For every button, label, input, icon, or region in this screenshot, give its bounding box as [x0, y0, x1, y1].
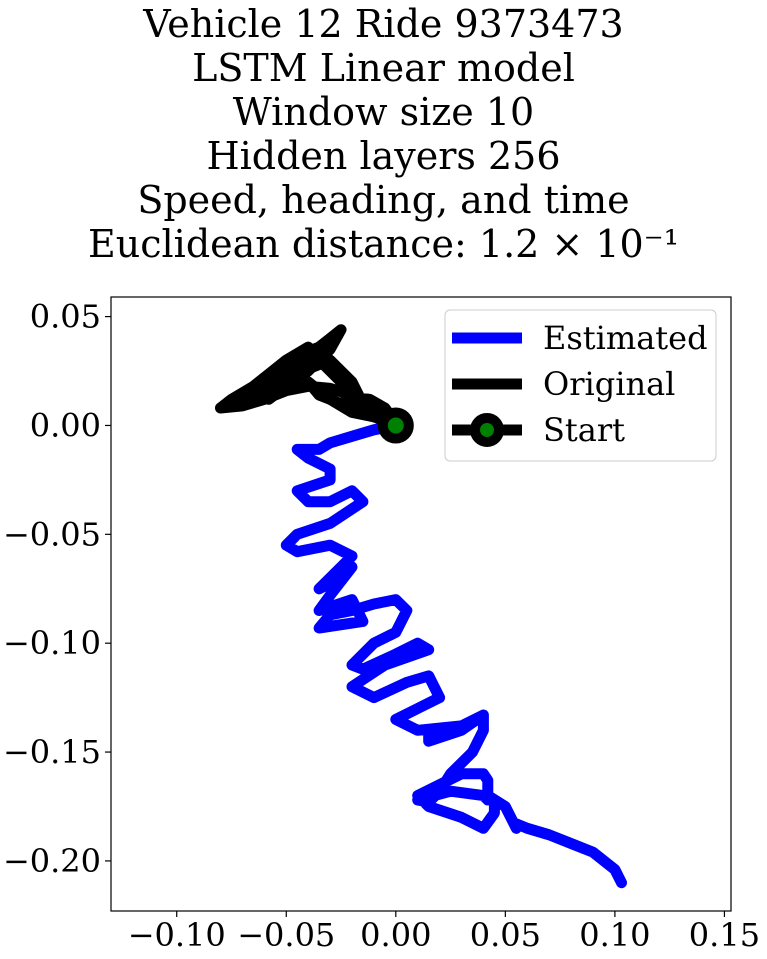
x-tick-label: 0.00 [360, 916, 431, 954]
y-tick-label: −0.15 [3, 733, 101, 771]
legend-label-estimated: Estimated [543, 319, 708, 357]
title-line-2: LSTM Linear model [192, 46, 575, 90]
title-line-4: Hidden layers 256 [206, 134, 561, 178]
title-line-5: Speed, heading, and time [137, 178, 630, 222]
x-tick-label: −0.05 [237, 916, 335, 954]
x-tick-label: 0.05 [470, 916, 541, 954]
y-tick-label: 0.00 [30, 406, 101, 444]
legend-label-original: Original [543, 365, 675, 403]
legend: Estimated Original Start [444, 309, 717, 462]
title-line-6: Euclidean distance: 1.2 × 10⁻¹ [88, 222, 679, 266]
chart-title: Vehicle 12 Ride 9373473 LSTM Linear mode… [0, 2, 767, 266]
x-tick-label: 0.15 [689, 916, 760, 954]
series-line-original [215, 324, 402, 431]
y-tick-label: −0.10 [3, 624, 101, 662]
title-line-1: Vehicle 12 Ride 9373473 [143, 2, 624, 46]
x-tick-label: −0.10 [128, 916, 226, 954]
legend-box [444, 309, 717, 462]
plot-area [215, 324, 627, 889]
series-line-estimated [280, 420, 627, 889]
title-line-3: Window size 10 [232, 90, 535, 134]
legend-start-marker [470, 413, 504, 447]
legend-label-start: Start [543, 411, 625, 449]
axes-frame [110, 296, 732, 912]
y-tick-label: 0.05 [30, 298, 101, 336]
x-tick-label: 0.10 [579, 916, 650, 954]
axes: −0.10 −0.05 0.00 0.05 0.10 0.150.050.00−0.05−… [3, 296, 760, 954]
y-tick-label: −0.20 [3, 842, 101, 880]
start-marker [377, 407, 414, 444]
y-tick-label: −0.05 [3, 515, 101, 553]
